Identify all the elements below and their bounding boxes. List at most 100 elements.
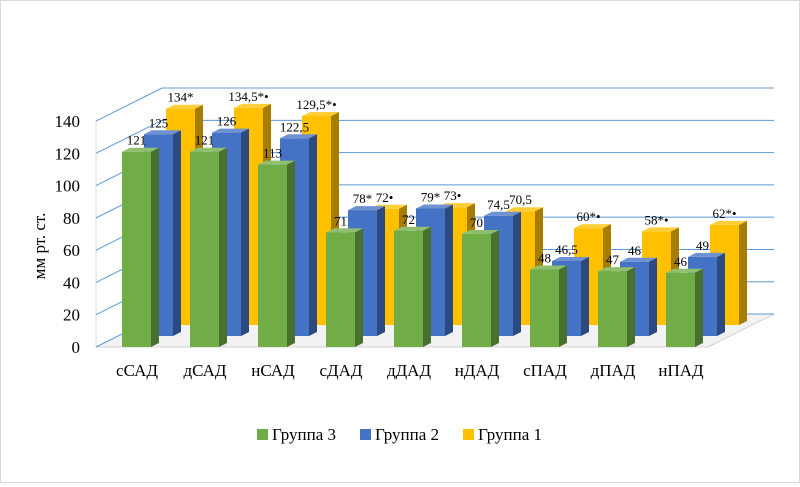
y-tick-label: 40 xyxy=(63,273,80,292)
bar-front xyxy=(598,271,627,347)
bar-top xyxy=(484,211,521,216)
bar-top xyxy=(394,226,431,231)
x-category-label: сДАД xyxy=(319,361,362,380)
bar-top xyxy=(598,267,635,272)
data-label: 78* xyxy=(353,191,373,206)
bar-side xyxy=(649,257,657,336)
data-label: 70,5 xyxy=(509,192,532,207)
data-label: 122,5 xyxy=(280,119,309,134)
bar-side xyxy=(445,204,453,336)
bar xyxy=(598,267,635,347)
series-Группа 3 xyxy=(122,147,703,347)
legend-item: Группа 2 xyxy=(360,425,439,444)
bar-side xyxy=(581,256,589,336)
bar-top xyxy=(666,268,703,273)
data-label: 71 xyxy=(334,213,347,228)
bar-top xyxy=(506,207,543,212)
legend-label: Группа 1 xyxy=(478,425,542,444)
data-label: 134,5*• xyxy=(228,89,268,104)
data-label: 70 xyxy=(470,215,483,230)
bar xyxy=(258,160,295,347)
bar-top xyxy=(326,228,363,233)
bar xyxy=(190,147,227,347)
bar-side xyxy=(151,147,159,347)
y-tick-label: 140 xyxy=(55,112,81,131)
data-label: 58*• xyxy=(644,212,668,227)
data-label: 73• xyxy=(444,188,462,203)
legend-swatch xyxy=(257,429,268,440)
data-label: 72 xyxy=(402,212,415,227)
legend-label: Группа 3 xyxy=(272,425,336,444)
x-category-label: дПАД xyxy=(591,361,636,380)
bar-top xyxy=(212,128,249,133)
bar-top xyxy=(122,147,159,152)
legend-swatch xyxy=(463,429,474,440)
data-label: 121 xyxy=(127,133,147,148)
bar-side xyxy=(627,267,635,347)
x-category-label: дДАД xyxy=(387,361,432,380)
bar-top xyxy=(144,130,181,135)
bar-front xyxy=(122,151,151,347)
bar-side xyxy=(491,230,499,347)
data-label: 129,5*• xyxy=(296,97,336,112)
data-label: 126 xyxy=(217,114,237,129)
bar-front xyxy=(326,232,355,347)
bar xyxy=(462,230,499,347)
y-tick-label: 20 xyxy=(63,306,80,325)
data-label: 74,5 xyxy=(487,197,510,212)
legend: Группа 3 Группа 2 Группа 1 xyxy=(257,425,542,444)
bar-top xyxy=(688,252,725,257)
bar-side xyxy=(355,228,363,347)
legend-item: Группа 3 xyxy=(257,425,336,444)
bar-front xyxy=(258,164,287,347)
y-axis-ticks: 0 20 40 60 80 100 120 140 xyxy=(55,112,81,357)
bar-side xyxy=(287,160,295,347)
x-axis-categories: сСАД дСАД нСАД сДАД дДАД нДАД сПАД дПАД нПАД xyxy=(116,361,704,380)
data-label: 46,5 xyxy=(555,242,578,257)
bars xyxy=(122,103,747,347)
x-category-label: дСАД xyxy=(183,361,226,380)
x-category-label: нПАД xyxy=(658,361,704,380)
x-category-label: сСАД xyxy=(116,361,158,380)
data-label: 134* xyxy=(168,90,194,105)
data-label: 121 xyxy=(195,133,215,148)
series-Группа 2 xyxy=(144,128,725,336)
data-labels: 134* 134,5*• 129,5*• 72• 73• 70,5 60*• 58*• 62*•… xyxy=(127,89,737,269)
bar-front xyxy=(190,151,219,347)
bar-top xyxy=(462,230,499,235)
y-tick-label: 80 xyxy=(63,209,80,228)
bar-side xyxy=(423,226,431,347)
bar-side xyxy=(717,252,725,336)
x-category-label: сПАД xyxy=(523,361,567,380)
legend-swatch xyxy=(360,429,371,440)
data-label: 72• xyxy=(376,190,394,205)
bar-top xyxy=(710,220,747,225)
y-axis-title: мм рт. ст. xyxy=(30,213,49,280)
legend-label: Группа 2 xyxy=(375,425,439,444)
data-label: 62*• xyxy=(712,206,736,221)
bar-side xyxy=(513,211,521,336)
bar-top xyxy=(280,134,317,139)
bar-top xyxy=(348,206,385,211)
bar xyxy=(530,265,567,347)
bar-top xyxy=(552,256,589,261)
gridline xyxy=(95,87,774,122)
bar-top xyxy=(302,111,339,116)
bar xyxy=(326,228,363,347)
bar-top xyxy=(190,147,227,152)
bar-top xyxy=(620,257,657,262)
gridline xyxy=(95,119,774,154)
bar-front xyxy=(530,269,559,347)
bar-top xyxy=(166,104,203,109)
bar-side xyxy=(173,130,181,336)
data-label: 48 xyxy=(538,251,551,266)
x-category-label: нСАД xyxy=(251,361,295,380)
data-label: 49 xyxy=(696,238,709,253)
bar-side xyxy=(219,147,227,347)
bar xyxy=(122,147,159,347)
bar-side xyxy=(377,206,385,336)
y-tick-label: 120 xyxy=(55,144,81,163)
data-label: 46 xyxy=(674,254,688,269)
